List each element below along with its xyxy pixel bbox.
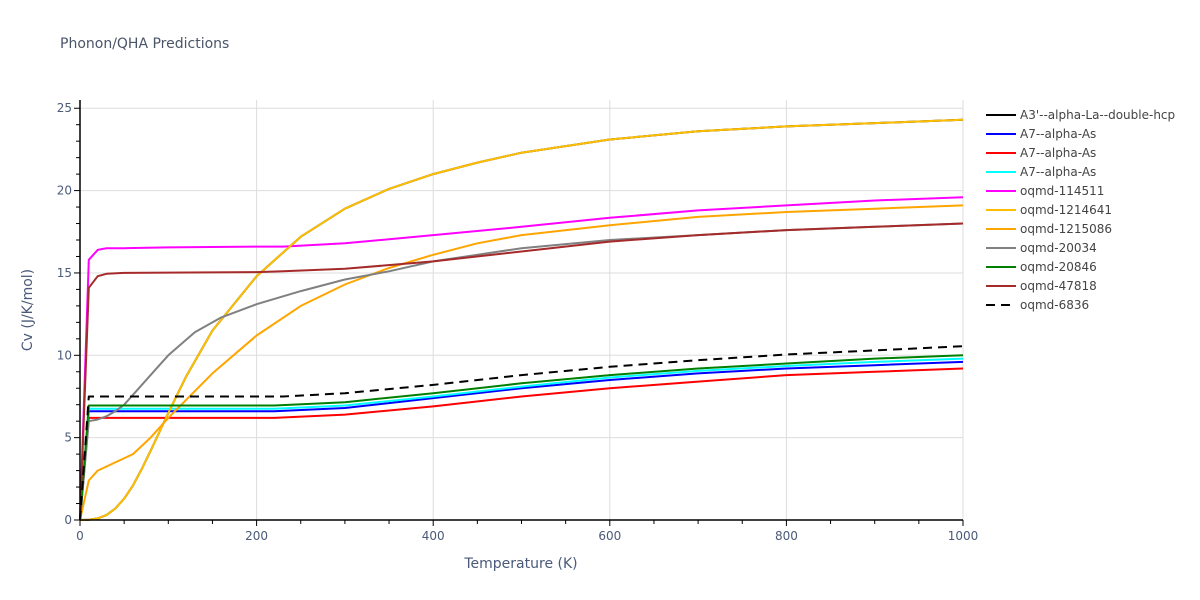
y-axis-title: Cv (J/K/mol) bbox=[20, 269, 36, 351]
legend-item[interactable]: A7--alpha-As bbox=[986, 165, 1096, 179]
y-tick-label: 20 bbox=[57, 184, 72, 198]
series-line bbox=[79, 360, 964, 521]
legend-item[interactable]: oqmd-1215086 bbox=[986, 222, 1112, 236]
y-tick-label: 5 bbox=[64, 431, 72, 445]
legend-label: oqmd-47818 bbox=[1020, 279, 1097, 293]
legend: A3'--alpha-La--double-hcp A7--alpha-As A7-… bbox=[986, 108, 1175, 312]
series-line bbox=[79, 222, 964, 521]
legend-label: A3'--alpha-La--double-hcp bbox=[1020, 108, 1175, 122]
legend-item[interactable]: oqmd-1214641 bbox=[986, 203, 1112, 217]
series-line bbox=[79, 118, 964, 521]
chart-title: Phonon/QHA Predictions bbox=[60, 36, 230, 52]
y-tick-label: 10 bbox=[57, 348, 72, 362]
legend-label: oqmd-1215086 bbox=[1020, 222, 1112, 236]
y-tick-label: 0 bbox=[64, 513, 72, 527]
x-axis-title: Temperature (K) bbox=[463, 556, 577, 572]
legend-label: A7--alpha-As bbox=[1020, 127, 1096, 141]
grid-lines bbox=[80, 100, 964, 520]
series-line bbox=[79, 222, 964, 521]
legend-item[interactable]: A3'--alpha-La--double-hcp bbox=[986, 108, 1175, 122]
legend-item[interactable]: oqmd-20846 bbox=[986, 260, 1097, 274]
x-tick-label: 200 bbox=[245, 529, 268, 543]
legend-item[interactable]: oqmd-6836 bbox=[986, 298, 1089, 312]
y-tick-label: 25 bbox=[57, 101, 72, 115]
legend-label: oqmd-6836 bbox=[1020, 298, 1089, 312]
legend-item[interactable]: oqmd-47818 bbox=[986, 279, 1097, 293]
series-line bbox=[79, 345, 964, 521]
x-tick-label: 800 bbox=[775, 529, 798, 543]
legend-label: oqmd-1214641 bbox=[1020, 203, 1112, 217]
axes: 0 200 400 600 800 1000 0 5 10 15 20 25 bbox=[57, 100, 979, 543]
legend-label: oqmd-20846 bbox=[1020, 260, 1097, 274]
legend-label: oqmd-114511 bbox=[1020, 184, 1104, 198]
series-line bbox=[79, 354, 964, 521]
legend-item[interactable]: oqmd-114511 bbox=[986, 184, 1104, 198]
series-line bbox=[79, 118, 964, 521]
legend-label: A7--alpha-As bbox=[1020, 165, 1096, 179]
series-line bbox=[79, 196, 964, 521]
legend-item[interactable]: A7--alpha-As bbox=[986, 146, 1096, 160]
series-line bbox=[79, 357, 964, 521]
legend-item[interactable]: oqmd-20034 bbox=[986, 241, 1097, 255]
y-tick-label: 15 bbox=[57, 266, 72, 280]
x-tick-label: 400 bbox=[422, 529, 445, 543]
x-tick-label: 600 bbox=[598, 529, 621, 543]
legend-label: oqmd-20034 bbox=[1020, 241, 1097, 255]
x-tick-label: 0 bbox=[76, 529, 84, 543]
x-tick-label: 1000 bbox=[948, 529, 979, 543]
plot-series bbox=[79, 118, 964, 521]
series-line bbox=[79, 367, 964, 521]
legend-label: A7--alpha-As bbox=[1020, 146, 1096, 160]
series-line bbox=[79, 204, 964, 521]
legend-item[interactable]: A7--alpha-As bbox=[986, 127, 1096, 141]
